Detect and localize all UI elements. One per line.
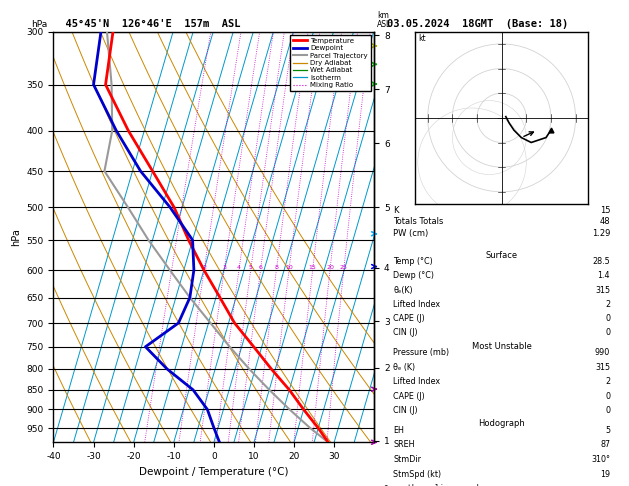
Text: Most Unstable: Most Unstable (472, 342, 532, 351)
Text: 28.5: 28.5 (593, 257, 610, 266)
Text: 1.4: 1.4 (598, 271, 610, 280)
Text: K: K (393, 206, 399, 215)
Text: 8: 8 (274, 265, 278, 270)
Text: Pressure (mb): Pressure (mb) (393, 348, 449, 357)
Text: PW (cm): PW (cm) (393, 229, 428, 238)
Text: hPa: hPa (31, 20, 47, 29)
Text: 0: 0 (605, 328, 610, 337)
Text: km
ASL: km ASL (377, 11, 392, 29)
Text: CIN (J): CIN (J) (393, 328, 418, 337)
Text: 20: 20 (326, 265, 334, 270)
Text: 19: 19 (600, 470, 610, 479)
Text: CAPE (J): CAPE (J) (393, 392, 425, 401)
Text: Dewp (°C): Dewp (°C) (393, 271, 434, 280)
Text: 3: 3 (222, 265, 226, 270)
Text: 2: 2 (605, 300, 610, 309)
Text: Hodograph: Hodograph (478, 419, 525, 428)
Text: Totals Totals: Totals Totals (393, 217, 443, 226)
Text: 4: 4 (237, 265, 241, 270)
Text: 10: 10 (285, 265, 293, 270)
Text: Lifted Index: Lifted Index (393, 300, 440, 309)
Text: 15: 15 (599, 206, 610, 215)
Text: © weatheronline.co.uk: © weatheronline.co.uk (384, 484, 481, 486)
Text: 87: 87 (600, 440, 610, 450)
Text: 2: 2 (605, 377, 610, 386)
Legend: Temperature, Dewpoint, Parcel Trajectory, Dry Adiabat, Wet Adiabat, Isotherm, Mi: Temperature, Dewpoint, Parcel Trajectory… (290, 35, 370, 91)
Text: 315: 315 (595, 286, 610, 295)
Text: 2: 2 (202, 265, 206, 270)
Text: EH: EH (393, 426, 404, 434)
Text: 310°: 310° (591, 455, 610, 464)
Text: 48: 48 (599, 217, 610, 226)
Text: 5: 5 (605, 426, 610, 434)
Text: 0: 0 (605, 392, 610, 401)
Text: 15: 15 (309, 265, 316, 270)
Text: 5: 5 (249, 265, 253, 270)
Text: Surface: Surface (486, 251, 518, 260)
Text: StmDir: StmDir (393, 455, 421, 464)
Text: θₑ(K): θₑ(K) (393, 286, 413, 295)
Text: 315: 315 (595, 363, 610, 372)
Text: StmSpd (kt): StmSpd (kt) (393, 470, 442, 479)
Text: 0: 0 (605, 314, 610, 323)
Text: 1.29: 1.29 (592, 229, 610, 238)
Text: 0: 0 (605, 406, 610, 416)
Text: 25: 25 (340, 265, 348, 270)
Y-axis label: hPa: hPa (11, 228, 21, 246)
X-axis label: Dewpoint / Temperature (°C): Dewpoint / Temperature (°C) (139, 467, 289, 477)
Text: 03.05.2024  18GMT  (Base: 18): 03.05.2024 18GMT (Base: 18) (387, 19, 568, 29)
Text: CIN (J): CIN (J) (393, 406, 418, 416)
Text: θₑ (K): θₑ (K) (393, 363, 415, 372)
Text: kt: kt (418, 35, 425, 43)
Text: CAPE (J): CAPE (J) (393, 314, 425, 323)
Text: 45°45'N  126°46'E  157m  ASL: 45°45'N 126°46'E 157m ASL (53, 19, 241, 29)
Text: Lifted Index: Lifted Index (393, 377, 440, 386)
Text: 6: 6 (259, 265, 262, 270)
Text: Temp (°C): Temp (°C) (393, 257, 433, 266)
Text: SREH: SREH (393, 440, 415, 450)
Text: 990: 990 (595, 348, 610, 357)
